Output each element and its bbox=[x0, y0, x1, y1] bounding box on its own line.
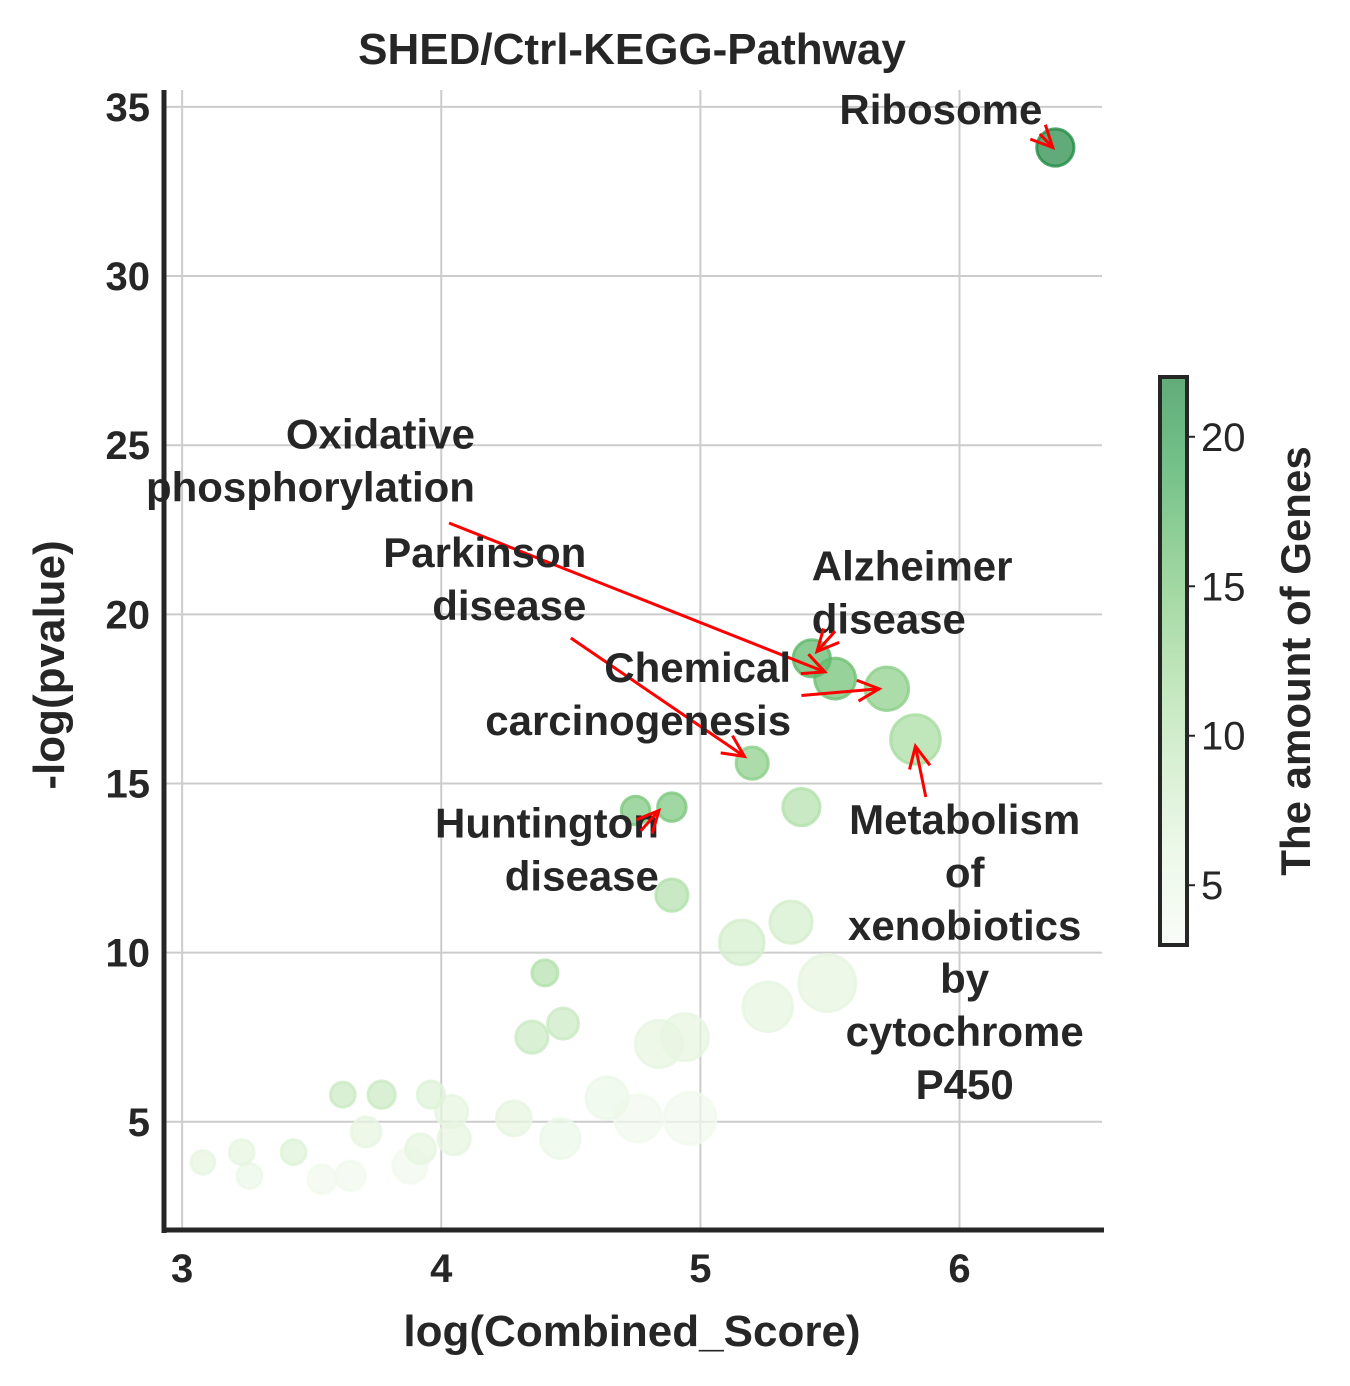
data-point bbox=[366, 1079, 397, 1110]
colorbar: 5 10 15 20 The amount of Genes bbox=[1158, 375, 1319, 947]
y-tick-label: 35 bbox=[106, 86, 151, 130]
data-point bbox=[768, 899, 814, 945]
annotation-label: Chemical carcinogenesis bbox=[485, 644, 791, 744]
data-point bbox=[436, 1121, 472, 1157]
x-tick-label: 3 bbox=[171, 1247, 193, 1291]
annotation-arrow bbox=[639, 809, 661, 832]
y-tick-label: 25 bbox=[106, 424, 151, 468]
colorbar-label: The amount of Genes bbox=[1272, 446, 1319, 875]
data-point bbox=[584, 1075, 630, 1121]
data-point bbox=[741, 980, 795, 1034]
y-tick-labels: 5 10 15 20 25 30 35 bbox=[106, 86, 151, 1145]
annotation-arrowhead bbox=[1029, 124, 1056, 150]
annotation-arrowhead bbox=[720, 734, 748, 759]
data-point bbox=[334, 1159, 367, 1193]
annotation-label: Oxidative phosphorylation bbox=[146, 411, 475, 511]
annotation-label: Huntington disease bbox=[435, 800, 659, 900]
colorbar-tick-label: 15 bbox=[1201, 565, 1246, 609]
y-tick-label: 20 bbox=[106, 593, 151, 637]
data-point bbox=[415, 1079, 447, 1110]
data-point bbox=[530, 958, 560, 988]
x-tick-label: 4 bbox=[430, 1247, 453, 1291]
data-point bbox=[797, 953, 858, 1014]
annotation-arrow bbox=[913, 745, 928, 798]
chart-title: SHED/Ctrl-KEGG-Pathway bbox=[358, 25, 906, 74]
annotation-label: Ribosome bbox=[839, 86, 1042, 133]
annotation-arrow bbox=[815, 630, 837, 653]
annotation-arrow bbox=[801, 687, 880, 698]
data-point bbox=[539, 1117, 582, 1161]
colorbar-tick-label: 5 bbox=[1201, 864, 1223, 908]
data-point bbox=[306, 1163, 338, 1196]
annotation-arrowhead bbox=[856, 678, 883, 703]
data-point bbox=[514, 1019, 550, 1055]
y-tick-label: 10 bbox=[106, 932, 151, 976]
annotation-label: Alzheimer disease bbox=[812, 543, 1013, 643]
data-point bbox=[889, 713, 942, 766]
colorbar-tick-label: 20 bbox=[1201, 416, 1246, 460]
x-tick-label: 6 bbox=[948, 1247, 970, 1291]
data-point bbox=[633, 1018, 684, 1070]
data-point bbox=[349, 1115, 383, 1149]
annotation-arrow bbox=[448, 521, 826, 674]
data-point bbox=[189, 1149, 217, 1176]
data-point bbox=[494, 1099, 533, 1138]
data-point bbox=[662, 1090, 718, 1146]
data-point bbox=[227, 1138, 256, 1167]
data-point bbox=[656, 791, 688, 823]
data-point bbox=[1035, 127, 1076, 168]
colorbar-ticks: 5 10 15 20 bbox=[1187, 416, 1246, 908]
x-tick-label: 5 bbox=[689, 1247, 711, 1291]
annotation-arrowhead bbox=[636, 807, 662, 835]
colorbar-tick-label: 10 bbox=[1201, 715, 1246, 759]
axes bbox=[161, 90, 1104, 1233]
annotations: Ribosome Oxidative phosphorylation Parkinso… bbox=[146, 86, 1084, 1108]
annotation-label: Parkinson disease bbox=[383, 529, 586, 629]
data-point bbox=[546, 1006, 581, 1041]
annotation-arrowhead bbox=[800, 653, 828, 676]
annotation-arrowhead bbox=[814, 628, 840, 655]
colorbar-gradient bbox=[1158, 375, 1189, 947]
x-tick-labels: 3 4 5 6 bbox=[171, 1247, 971, 1291]
data-point bbox=[404, 1132, 437, 1166]
data-point bbox=[781, 787, 822, 828]
data-point bbox=[328, 1080, 357, 1109]
y-tick-label: 5 bbox=[128, 1101, 150, 1145]
data-point bbox=[279, 1138, 308, 1167]
annotation-arrow bbox=[569, 636, 746, 758]
y-tick-label: 15 bbox=[106, 762, 151, 806]
data-point bbox=[654, 877, 690, 913]
y-tick-label: 30 bbox=[106, 255, 151, 299]
annotation-label: Metabolism of xenobiotics by cytochrome P450 bbox=[846, 796, 1084, 1108]
data-point bbox=[718, 918, 766, 967]
annotation-arrowhead bbox=[908, 742, 932, 770]
y-axis-label: -log(pvalue) bbox=[25, 540, 74, 789]
x-axis-label: log(Combined_Score) bbox=[403, 1307, 860, 1356]
data-point bbox=[235, 1161, 264, 1190]
